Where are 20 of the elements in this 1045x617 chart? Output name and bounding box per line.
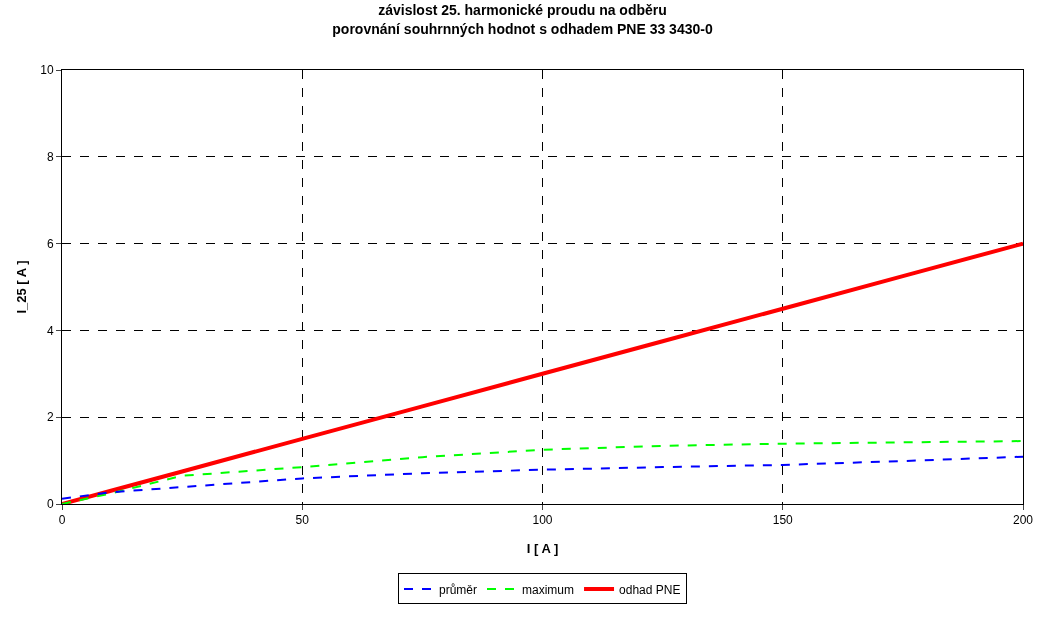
x-tick-label: 100 (532, 513, 553, 528)
y-tick-label: 10 (40, 63, 54, 78)
legend-label: průměr (439, 582, 478, 597)
x-axis-title: I [ A ] (526, 541, 559, 556)
x-tick-label: 200 (1012, 513, 1034, 528)
x-tick-label: 150 (772, 513, 794, 528)
y-tick-label: 6 (46, 236, 54, 251)
y-axis-title: I_25 [ A ] (14, 260, 29, 314)
line-series (62, 455, 1023, 500)
chart-title: závislost 25. harmonické proudu na odběru porovnání souhrnných hodnot s odhadem PNE 33 3430-0 (332, 2, 713, 37)
line-series (62, 241, 1023, 504)
legend-label: odhad PNE (619, 582, 681, 597)
y-tick-label: 8 (46, 150, 54, 164)
line-series (62, 440, 1023, 504)
x-tick-label: 0 (58, 513, 66, 528)
legend-label: maximum (522, 582, 575, 597)
y-tick-label: 0 (46, 497, 54, 512)
x-tick-label: 50 (295, 513, 310, 528)
y-tick-label: 4 (46, 323, 54, 338)
y-tick-label: 2 (46, 410, 54, 425)
